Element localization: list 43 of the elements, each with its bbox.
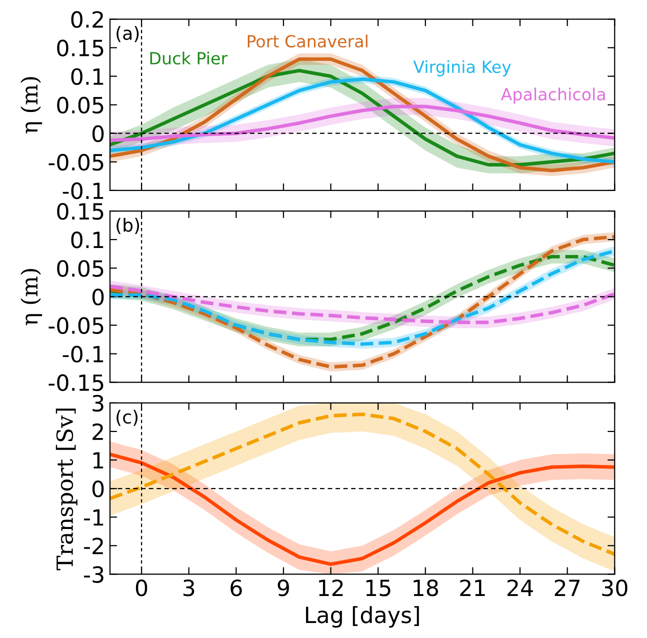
y-tick-label: 0.05 xyxy=(57,260,104,277)
series-label: Port Canaveral xyxy=(248,34,368,48)
x-tick-label: 18 xyxy=(414,579,438,596)
series-label: Virginia Key xyxy=(413,60,511,76)
x-tick-label: 3 xyxy=(183,579,194,596)
y-tick-label: 0.1 xyxy=(71,68,104,86)
annotation: (b) xyxy=(116,218,140,234)
y-tick-label: 2 xyxy=(92,423,103,440)
annotation: (a) xyxy=(116,26,139,42)
series-label: Duck Pier xyxy=(150,52,228,65)
x-tick-label: 12 xyxy=(319,579,343,596)
y-tick-label: -1 xyxy=(84,509,104,526)
y-axis-title: η (m) xyxy=(20,77,42,134)
x-tick-label: 6 xyxy=(230,579,242,596)
y-tick-label: 1 xyxy=(93,452,104,468)
x-tick-label: 27 xyxy=(554,579,580,596)
y-axis-title: η (m) xyxy=(20,269,42,326)
x-tick-label: 9 xyxy=(278,579,289,596)
y-tick-label: 0.15 xyxy=(57,202,104,220)
y-tick-label: -0.05 xyxy=(48,317,104,334)
annotation: (c) xyxy=(116,410,138,426)
x-tick-label: 24 xyxy=(508,579,533,596)
y-axis-title: Transport [Sv] xyxy=(56,408,78,570)
x-tick-label: 0 xyxy=(136,579,148,596)
x-tick-label: 30 xyxy=(602,579,628,596)
x-axis-title: Lag [days] xyxy=(306,606,419,628)
y-tick-label: 0.2 xyxy=(71,11,103,28)
y-tick-label: 0.15 xyxy=(57,40,104,56)
y-tick-label: -0.1 xyxy=(62,346,104,363)
y-tick-label: -0.15 xyxy=(48,374,104,392)
y-tick-label: 0 xyxy=(92,125,104,142)
series-label: Apalachicola xyxy=(500,88,605,104)
y-tick-label: 3 xyxy=(92,394,104,412)
y-tick-label: 0.1 xyxy=(71,232,104,248)
y-tick-label: 0.05 xyxy=(57,96,104,114)
x-tick-label: 21 xyxy=(460,579,485,596)
y-tick-label: 0 xyxy=(92,288,104,306)
y-tick-label: 0 xyxy=(92,480,104,498)
y-tick-label: -2 xyxy=(84,538,103,554)
y-tick-label: -0.1 xyxy=(62,182,104,200)
x-tick-label: 15 xyxy=(366,580,390,596)
y-tick-label: -0.05 xyxy=(48,154,104,171)
y-tick-label: -3 xyxy=(84,566,104,583)
